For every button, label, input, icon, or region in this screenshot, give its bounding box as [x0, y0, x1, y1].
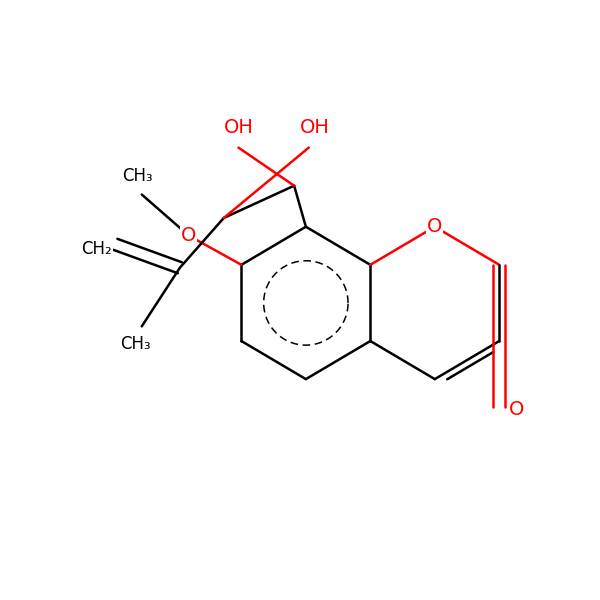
Text: CH₃: CH₃ [122, 167, 152, 185]
Text: OH: OH [300, 118, 329, 137]
Text: CH₃: CH₃ [121, 335, 151, 353]
Text: CH₂: CH₂ [81, 240, 112, 258]
Text: O: O [509, 400, 524, 419]
Text: O: O [427, 217, 442, 236]
Text: O: O [181, 226, 196, 245]
Text: OH: OH [224, 118, 253, 137]
